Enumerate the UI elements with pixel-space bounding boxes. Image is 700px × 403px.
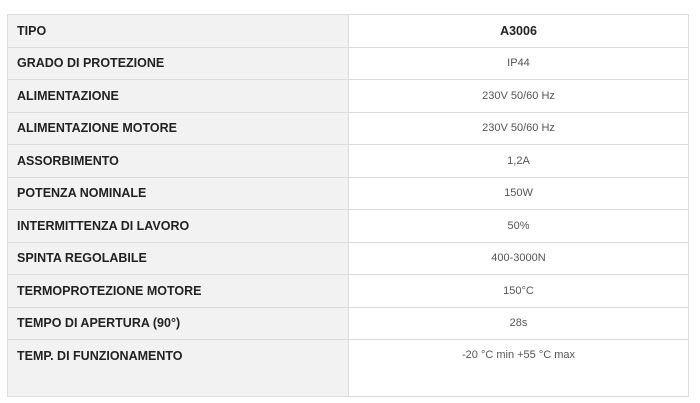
spec-value: 1,2A bbox=[348, 144, 689, 178]
spec-table: TIPO A3006 GRADO DI PROTEZIONE IP44 ALIMENTA… bbox=[7, 14, 689, 397]
spec-label: ALIMENTAZIONE MOTORE bbox=[7, 111, 349, 145]
spec-value: 150°C bbox=[348, 274, 689, 308]
spec-row: TEMPO DI APERTURA (90°) 28s bbox=[7, 306, 689, 340]
spec-value: A3006 bbox=[348, 14, 689, 48]
spec-row: GRADO DI PROTEZIONE IP44 bbox=[7, 46, 689, 80]
spec-label: TEMP. DI FUNZIONAMENTO bbox=[7, 339, 349, 397]
spec-label: TEMPO DI APERTURA (90°) bbox=[7, 306, 349, 340]
spec-row: ALIMENTAZIONE MOTORE 230V 50/60 Hz bbox=[7, 111, 689, 145]
spec-label: SPINTA REGOLABILE bbox=[7, 241, 349, 275]
spec-value: 230V 50/60 Hz bbox=[348, 111, 689, 145]
spec-value: IP44 bbox=[348, 46, 689, 80]
spec-label: GRADO DI PROTEZIONE bbox=[7, 46, 349, 80]
spec-label: POTENZA NOMINALE bbox=[7, 176, 349, 210]
spec-value: -20 °C min +55 °C max bbox=[348, 339, 689, 397]
spec-label: INTERMITTENZA DI LAVORO bbox=[7, 209, 349, 243]
spec-value: 50% bbox=[348, 209, 689, 243]
spec-label: TIPO bbox=[7, 14, 349, 48]
spec-row: TERMOPROTEZIONE MOTORE 150°C bbox=[7, 274, 689, 308]
spec-value: 150W bbox=[348, 176, 689, 210]
spec-row: TIPO A3006 bbox=[7, 14, 689, 48]
spec-row: INTERMITTENZA DI LAVORO 50% bbox=[7, 209, 689, 243]
spec-value: 230V 50/60 Hz bbox=[348, 79, 689, 113]
spec-value: 400-3000N bbox=[348, 241, 689, 275]
spec-label: ALIMENTAZIONE bbox=[7, 79, 349, 113]
spec-row: SPINTA REGOLABILE 400-3000N bbox=[7, 241, 689, 275]
spec-row: ALIMENTAZIONE 230V 50/60 Hz bbox=[7, 79, 689, 113]
spec-row: POTENZA NOMINALE 150W bbox=[7, 176, 689, 210]
spec-row: ASSORBIMENTO 1,2A bbox=[7, 144, 689, 178]
spec-row: TEMP. DI FUNZIONAMENTO -20 °C min +55 °C … bbox=[7, 339, 689, 397]
spec-value: 28s bbox=[348, 306, 689, 340]
spec-label: ASSORBIMENTO bbox=[7, 144, 349, 178]
spec-label: TERMOPROTEZIONE MOTORE bbox=[7, 274, 349, 308]
